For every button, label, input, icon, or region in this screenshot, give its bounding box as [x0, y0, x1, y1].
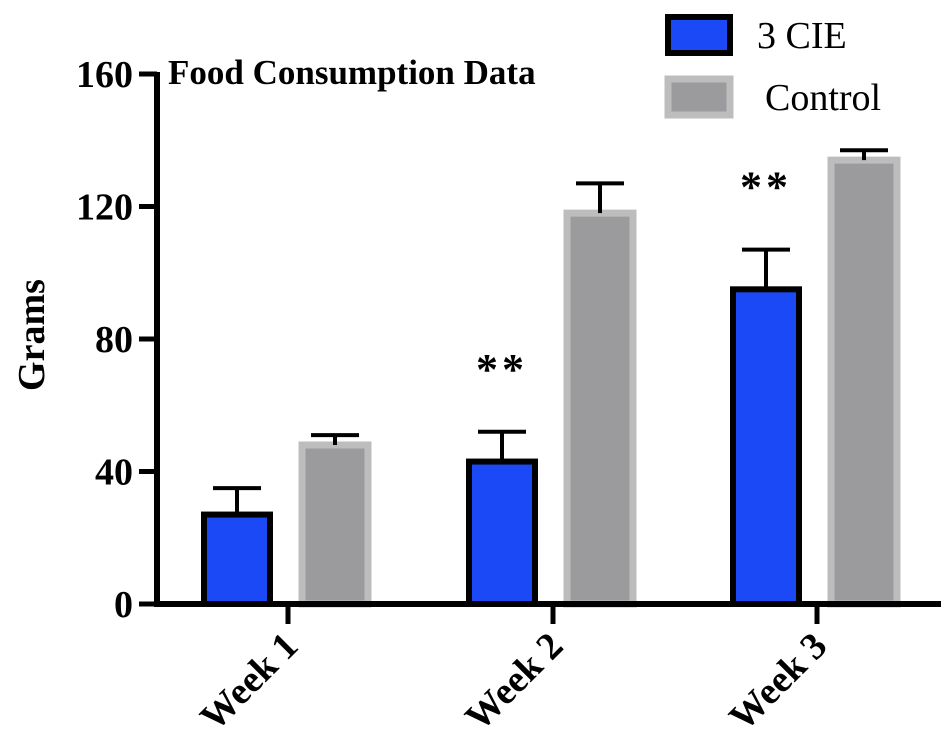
- x-tick-label: Week 1: [192, 625, 306, 739]
- bar-control: [298, 441, 372, 608]
- y-tick-label: 160: [76, 54, 133, 96]
- bar-control: [563, 209, 637, 608]
- legend-label: 3 CIE: [757, 15, 847, 57]
- bar-3cie: [466, 458, 538, 607]
- x-axis-ticks: Week 1 Week 2 Week 3: [192, 604, 835, 739]
- y-tick-label: 120: [76, 187, 133, 229]
- significance-annotations: ** **: [476, 163, 792, 394]
- significance-marker: **: [740, 163, 792, 212]
- y-tick-label: 40: [95, 452, 133, 494]
- y-tick-label: 80: [95, 319, 133, 361]
- x-tick-label: Week 3: [721, 625, 835, 739]
- bar-control: [827, 156, 901, 608]
- x-tick-label: Week 2: [457, 625, 571, 739]
- chart-title: Food Consumption Data: [168, 53, 536, 92]
- bar-3cie: [730, 286, 802, 607]
- legend-swatch-control: [664, 75, 734, 119]
- y-axis-ticks: 0 40 80 120 160: [76, 54, 157, 626]
- y-tick-label: 0: [114, 584, 133, 626]
- axes: [154, 72, 941, 607]
- error-bars-group: [213, 148, 888, 515]
- legend-swatch-3cie: [665, 14, 733, 56]
- legend-label: Control: [765, 77, 881, 119]
- y-axis-label: Grams: [11, 279, 53, 391]
- bars-group: [201, 156, 901, 608]
- legend: 3 CIE Control: [664, 14, 881, 119]
- bar-3cie: [201, 511, 273, 607]
- significance-marker: **: [476, 345, 528, 394]
